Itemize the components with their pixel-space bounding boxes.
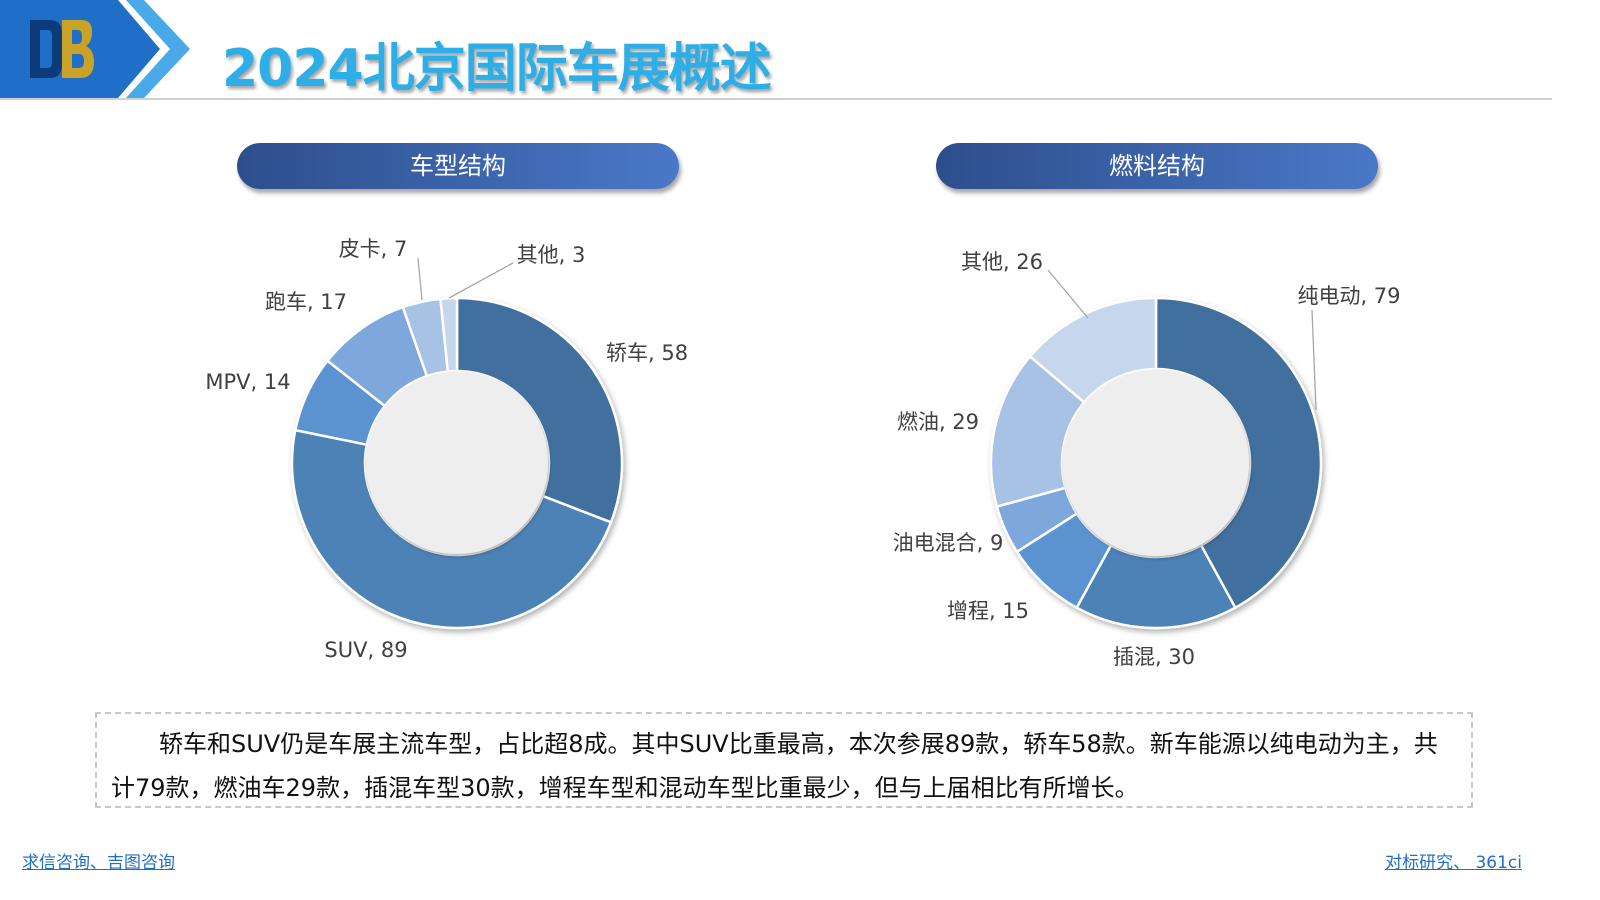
data-label-fuel-type-4: 油电混合, 9 [893, 531, 1004, 555]
db-logo-icon [30, 20, 94, 78]
data-label-vehicle-type-6: 其他, 3 [517, 243, 586, 267]
slice-vehicle-type-6 [439, 296, 459, 373]
slice-vehicle-type-1 [455, 296, 624, 524]
data-label-vehicle-type-1: 轿车, 58 [606, 341, 688, 365]
data-label-vehicle-type-2: SUV, 89 [324, 638, 407, 662]
data-label-fuel-type-6: 其他, 26 [961, 250, 1043, 274]
footer-reference-link[interactable]: 对标研究、 361ci [1385, 853, 1522, 873]
slice-vehicle-type-2 [290, 428, 613, 630]
footer-source-link[interactable]: 求信咨询、吉图咨询 [22, 853, 175, 873]
donut-charts: 轿车, 58 SUV, 89 MPV, 14 跑车, 17 皮卡, 7 其他, 3 纯电动,… [205, 237, 1400, 669]
donut-fuel-type [989, 296, 1323, 630]
slice-fuel-type-6 [1028, 296, 1158, 405]
title-divider [0, 98, 1552, 100]
donut-vehicle-type [290, 296, 624, 630]
data-label-vehicle-type-5: 皮卡, 7 [339, 237, 408, 261]
section-header-fuel-type: 燃料结构 [936, 143, 1378, 189]
section-header-vehicle-type: 车型结构 [237, 143, 679, 189]
leader-line-vehicle-type-6 [448, 262, 514, 299]
leader-line-fuel-type-6 [1047, 269, 1089, 319]
data-label-fuel-type-2: 插混, 30 [1113, 645, 1195, 669]
leader-line-fuel-type-1 [1311, 309, 1317, 411]
donut-hole-vehicle-type [366, 372, 548, 554]
donut-hole-fuel-type [1063, 370, 1249, 556]
summary-text: 轿车和SUV仍是车展主流车型，占比超8成。其中SUV比重最高，本次参展89款，轿… [95, 712, 1473, 808]
page-title: 2024北京国际车展概述 [222, 39, 772, 99]
logo-band [0, 0, 190, 98]
data-label-fuel-type-3: 增程, 15 [947, 599, 1029, 623]
data-label-vehicle-type-4: 跑车, 17 [265, 290, 347, 314]
leader-line-vehicle-type-5 [417, 257, 423, 301]
data-label-vehicle-type-3: MPV, 14 [205, 370, 290, 394]
data-label-fuel-type-5: 燃油, 29 [897, 410, 979, 434]
slice-fuel-type-1 [1154, 296, 1323, 610]
data-label-fuel-type-1: 纯电动, 79 [1297, 284, 1400, 308]
